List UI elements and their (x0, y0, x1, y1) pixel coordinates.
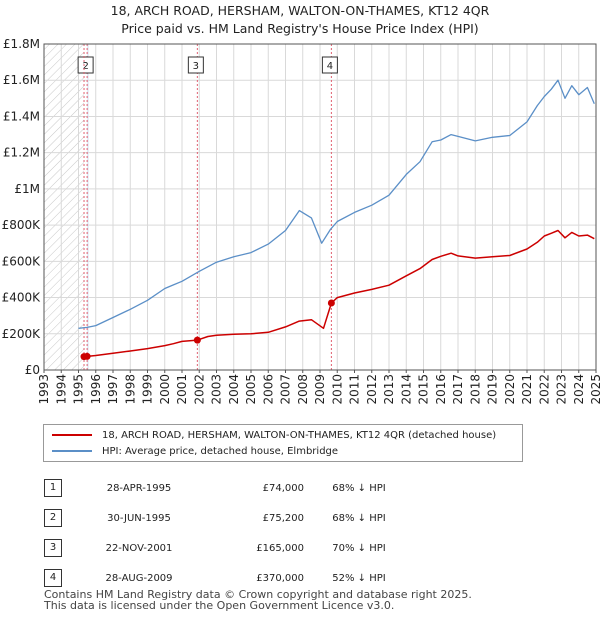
x-tick-label: 2020 (503, 374, 517, 405)
y-tick-label: £1.4M (3, 109, 40, 123)
y-tick-label: £1.6M (3, 73, 40, 87)
sale-hpi-diff: 68% ↓ HPI (332, 482, 386, 494)
x-tick-label: 2019 (486, 374, 500, 405)
table-row: 2 30-JUN-1995 £75,200 68% ↓ HPI (44, 503, 414, 533)
sale-date: 28-APR-1995 (106, 482, 172, 494)
y-tick-label: £1.2M (3, 146, 40, 160)
y-tick-label: £1.8M (3, 37, 40, 51)
sale-point-2 (83, 352, 91, 360)
x-tick-label: 2005 (244, 374, 258, 405)
y-tick-label: £200K (2, 327, 42, 341)
x-tick-label: 2000 (158, 374, 172, 405)
footer-line-1: Contains HM Land Registry data © Crown c… (44, 588, 472, 601)
hatched-region (44, 44, 85, 370)
x-tick-label: 1993 (37, 374, 51, 405)
sale-hpi-diff: 70% ↓ HPI (332, 542, 386, 554)
x-tick-label: 2016 (434, 374, 448, 405)
x-tick-label: 2008 (296, 374, 310, 405)
title-line-2: Price paid vs. HM Land Registry's House … (121, 21, 479, 36)
x-tick-label: 1996 (89, 374, 103, 405)
x-tick-label: 2024 (572, 374, 586, 405)
sale-band (87, 44, 89, 370)
sale-label-text-3: 3 (193, 61, 199, 72)
legend-item-hpi: HPI: Average price, detached house, Elmb… (52, 446, 338, 458)
x-tick-label: 2010 (330, 374, 344, 405)
sales-table: 1 28-APR-1995 £74,000 68% ↓ HPI 2 30-JUN… (44, 473, 414, 593)
table-row: 3 22-NOV-2001 £165,000 70% ↓ HPI (44, 533, 414, 563)
x-tick-label: 2001 (175, 374, 189, 405)
x-tick-label: 2017 (451, 374, 465, 405)
x-tick-label: 2015 (417, 374, 431, 405)
sale-date: 28-AUG-2009 (105, 572, 173, 584)
sale-label-box-4 (321, 56, 338, 74)
y-tick-label: £600K (2, 254, 42, 268)
x-tick-label: 2007 (279, 374, 293, 405)
sale-number: 1 (44, 479, 62, 497)
sale-hpi-diff: 52% ↓ HPI (332, 572, 386, 584)
table-row: 1 28-APR-1995 £74,000 68% ↓ HPI (44, 473, 414, 503)
legend-item-property: 18, ARCH ROAD, HERSHAM, WALTON-ON-THAMES… (52, 430, 496, 442)
x-tick-label: 1994 (54, 374, 68, 405)
sale-label-text-4: 4 (327, 61, 333, 72)
x-tick-label: 2012 (365, 374, 379, 405)
y-tick-label: £0 (25, 363, 40, 377)
legend-swatch-hpi (52, 450, 92, 452)
x-tick-label: 1998 (123, 374, 137, 405)
sale-label-text-2: 2 (82, 61, 88, 72)
sale-number: 2 (44, 509, 62, 527)
x-tick-label: 2013 (382, 374, 396, 405)
sale-label-box-3 (187, 56, 204, 74)
sale-marker-label-2: 2 (77, 56, 94, 74)
legend-label-hpi: HPI: Average price, detached house, Elmb… (102, 446, 339, 457)
sale-number: 4 (44, 569, 62, 587)
sale-point-4 (327, 299, 335, 307)
chart-title: 18, ARCH ROAD, HERSHAM, WALTON-ON-THAMES… (0, 2, 600, 38)
series-line-property (83, 229, 595, 358)
grid (43, 43, 597, 371)
series-line-hpi (78, 79, 595, 329)
sale-date: 22-NOV-2001 (105, 542, 173, 554)
x-tick-label: 2011 (348, 374, 362, 405)
y-tick-label: £400K (2, 291, 42, 305)
x-tick-label: 1997 (106, 374, 120, 405)
x-tick-label: 2021 (520, 374, 534, 405)
x-tick-label: 2022 (537, 374, 551, 405)
sale-price: £370,000 (256, 572, 304, 584)
x-tick-label: 2006 (261, 374, 275, 405)
x-tick-label: 2018 (468, 374, 482, 405)
x-tick-label: 2023 (555, 374, 569, 405)
title-line-1: 18, ARCH ROAD, HERSHAM, WALTON-ON-THAMES… (110, 3, 490, 18)
sale-point-3 (193, 336, 201, 344)
axes: £0 £200K £400K £600K £800K £1M £1.2M £1.4M £1.6M… (2, 37, 600, 405)
x-tick-label: 1999 (141, 374, 155, 405)
legend: 18, ARCH ROAD, HERSHAM, WALTON-ON-THAMES… (43, 424, 523, 462)
x-tick-label: 2014 (399, 374, 413, 405)
y-tick-label: £800K (2, 218, 42, 232)
footer-line-2: This data is licensed under the Open Gov… (44, 599, 395, 612)
sale-markers (80, 299, 335, 361)
legend-label-property: 18, ARCH ROAD, HERSHAM, WALTON-ON-THAMES… (102, 430, 497, 441)
x-tick-label: 2009 (313, 374, 327, 405)
sale-price: £165,000 (256, 542, 304, 554)
x-tick-label: 2004 (227, 374, 241, 405)
sale-bands: 2 3 4 (77, 44, 338, 370)
table-row: 4 28-AUG-2009 £370,000 52% ↓ HPI (44, 563, 414, 593)
x-tick-label: 2025 (589, 374, 600, 405)
sale-label-box-2 (77, 56, 94, 74)
x-tick-label: 1995 (72, 374, 86, 405)
series (78, 79, 595, 358)
legend-swatch-property (52, 434, 92, 436)
sale-hpi-diff: 68% ↓ HPI (332, 512, 386, 524)
sale-marker-label-4: 4 (321, 56, 338, 74)
y-tick-label: £1M (14, 182, 40, 196)
x-tick-label: 2002 (192, 374, 206, 405)
sale-number: 3 (44, 539, 62, 557)
sale-price: £75,200 (262, 512, 304, 524)
sale-price: £74,000 (262, 482, 304, 494)
sale-date: 30-JUN-1995 (107, 512, 171, 524)
sale-marker-label-3: 3 (187, 56, 204, 74)
x-tick-label: 2003 (210, 374, 224, 405)
footer: Contains HM Land Registry data © Crown c… (44, 589, 472, 611)
